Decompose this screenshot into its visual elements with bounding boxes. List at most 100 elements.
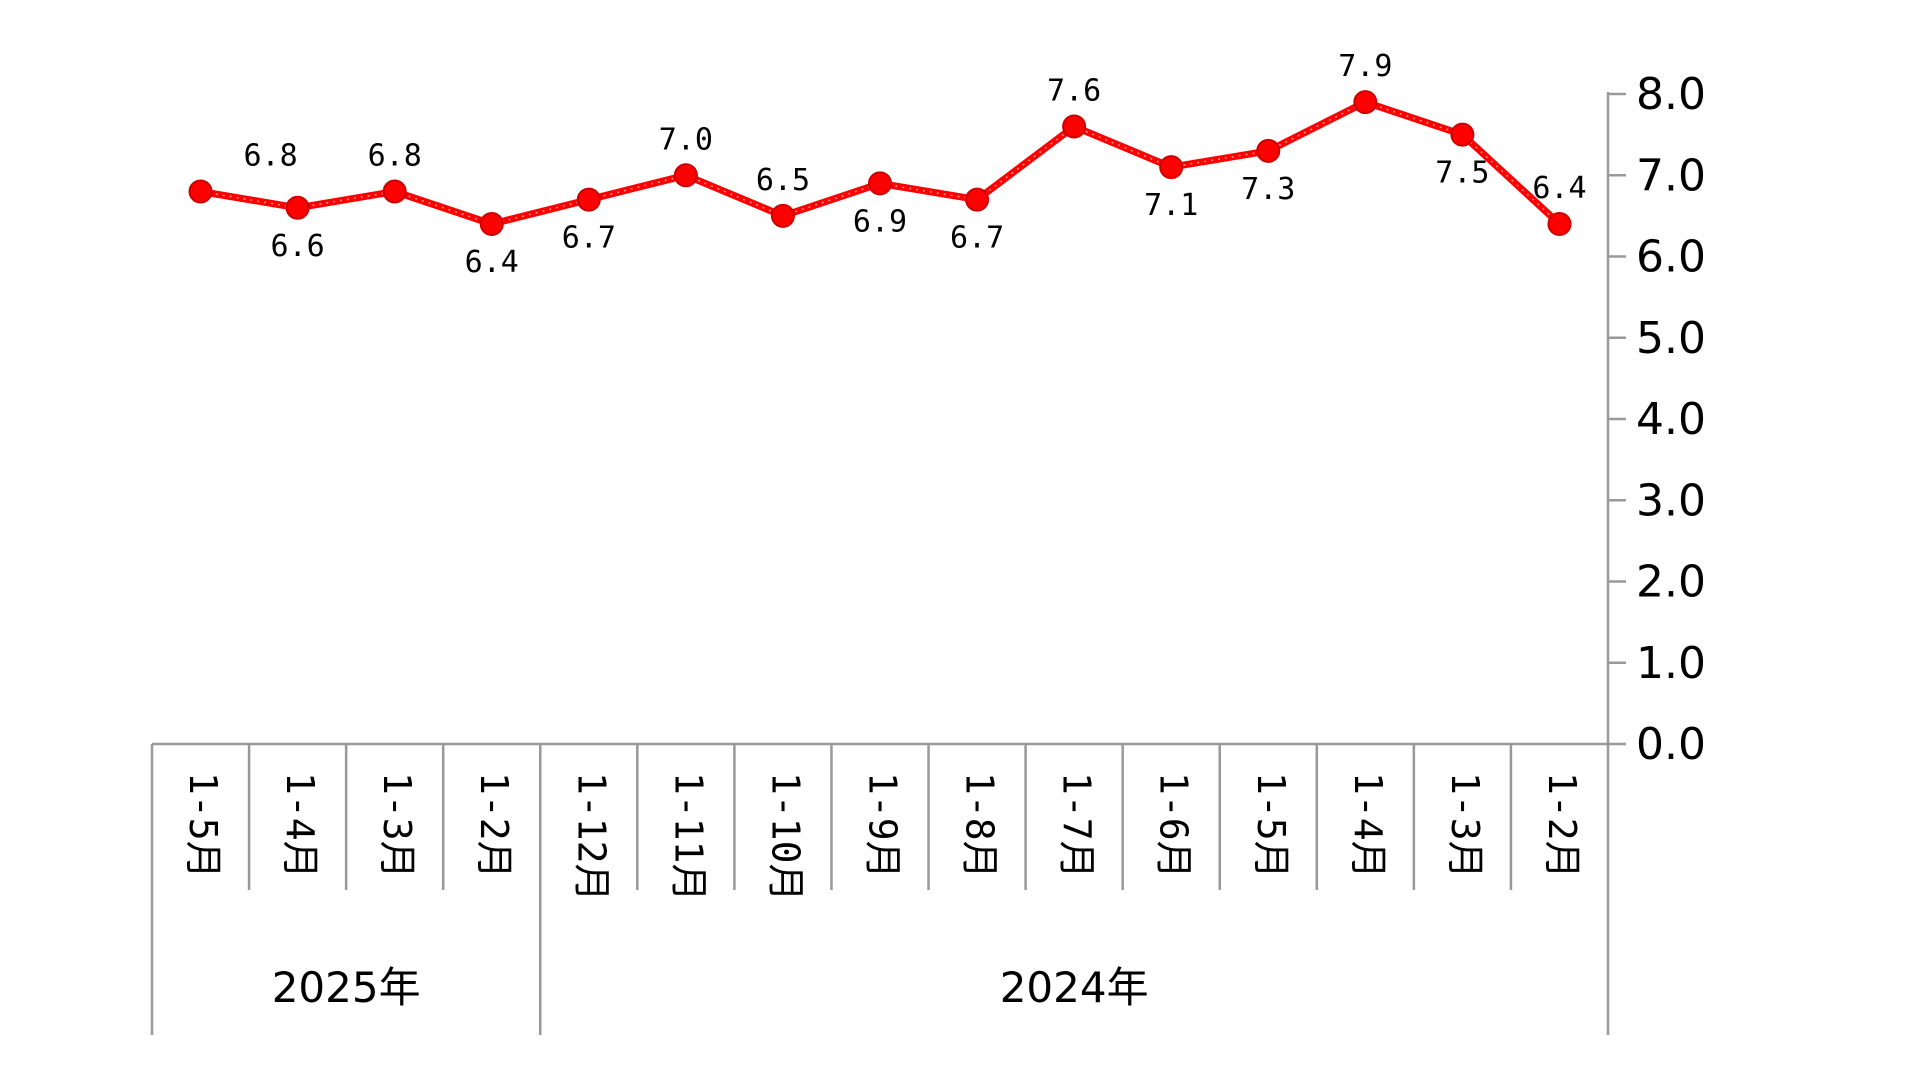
y-tick-label-group: 0.0 — [1636, 719, 1706, 770]
x-tick-label-group: 1-3月 — [375, 772, 419, 879]
label-layer: 0.0 1.0 2.0 3.0 4.0 5.0 6.0 7.0 8.0 1-2月 1-3月 1-4月 1… — [181, 49, 1706, 1012]
x-tick-label-group: 1-4月 — [1346, 772, 1390, 879]
group-label: 2025年 — [272, 963, 421, 1012]
y-tick-label: 1.0 — [1636, 638, 1706, 689]
data-label-group: 6.4 — [1532, 171, 1586, 206]
x-tick-label: 1-2月 — [1540, 772, 1584, 879]
data-label-group: 6.6 — [271, 229, 325, 264]
data-point — [188, 179, 213, 204]
data-label-group: 6.9 — [853, 204, 907, 239]
data-label: 6.4 — [1532, 171, 1586, 206]
data-point — [1159, 155, 1184, 180]
data-label-group: 7.3 — [1241, 172, 1295, 207]
x-tick-label: 1-11月 — [666, 772, 710, 902]
data-label: 6.7 — [950, 221, 1004, 256]
group-label-group: 2025年 — [272, 963, 421, 1012]
data-label: 6.5 — [756, 163, 810, 198]
x-tick-label: 1-3月 — [1443, 772, 1487, 879]
data-point — [868, 171, 892, 196]
data-point — [673, 163, 698, 188]
y-tick-label: 0.0 — [1636, 719, 1706, 770]
x-tick-label-group: 1-7月 — [1055, 772, 1099, 879]
group-label: 2024年 — [1000, 963, 1149, 1012]
x-tick-label: 1-9月 — [861, 772, 905, 879]
data-point — [479, 212, 504, 236]
data-point — [1256, 138, 1281, 163]
data-label: 7.6 — [1047, 74, 1101, 109]
data-label-group: 6.5 — [756, 163, 810, 198]
data-label: 7.1 — [1144, 188, 1198, 223]
axis-layer — [150, 92, 1626, 1035]
data-label: 7.9 — [1338, 49, 1392, 84]
data-label-group: 6.4 — [465, 245, 519, 280]
data-label: 7.0 — [659, 122, 713, 157]
y-tick-label-group: 8.0 — [1636, 69, 1706, 120]
data-label: 6.6 — [271, 229, 325, 264]
data-label: 6.7 — [562, 221, 616, 256]
x-tick-label: 1-3月 — [375, 772, 419, 879]
y-tick-label: 6.0 — [1636, 232, 1706, 283]
y-tick-label: 7.0 — [1636, 150, 1706, 201]
x-tick-label-group: 1-10月 — [763, 772, 807, 902]
data-label-group: 6.8 — [368, 139, 422, 174]
data-label: 7.5 — [1435, 156, 1489, 191]
x-tick-label: 1-4月 — [1346, 772, 1390, 879]
x-tick-label-group: 1-3月 — [1443, 772, 1487, 879]
data-label-group: 6.8 — [243, 139, 297, 174]
x-tick-label-group: 1-12月 — [569, 772, 613, 902]
y-tick-label: 5.0 — [1636, 313, 1706, 364]
y-tick-label-group: 5.0 — [1636, 313, 1706, 364]
x-tick-label-group: 1-11月 — [666, 772, 710, 902]
data-label: 6.4 — [465, 245, 519, 280]
data-label-group: 6.7 — [562, 221, 616, 256]
group-label-group: 2024年 — [1000, 963, 1149, 1012]
x-tick-label-group: 1-4月 — [278, 772, 322, 879]
data-label: 6.9 — [853, 204, 907, 239]
data-point — [285, 195, 310, 220]
x-tick-label: 1-10月 — [763, 772, 807, 902]
x-tick-label-group: 1-5月 — [1249, 772, 1293, 879]
y-tick-label-group: 1.0 — [1636, 638, 1706, 689]
data-point — [382, 179, 407, 204]
x-tick-label-group: 1-2月 — [472, 772, 516, 879]
x-tick-label-group: 1-5月 — [181, 772, 225, 879]
data-label-group: 7.1 — [1144, 188, 1198, 223]
data-point — [576, 187, 601, 212]
mirrored-chart-group: 0.0 1.0 2.0 3.0 4.0 5.0 6.0 7.0 8.0 1-2月 1-3月 1-4月 1… — [150, 49, 1706, 1035]
data-point — [770, 203, 795, 228]
data-label-group: 7.5 — [1435, 156, 1489, 191]
x-tick-label: 1-7月 — [1055, 772, 1099, 879]
y-tick-label-group: 3.0 — [1636, 475, 1706, 526]
x-tick-label: 1-5月 — [181, 772, 225, 879]
y-tick-label: 8.0 — [1636, 69, 1706, 120]
data-point — [1450, 122, 1475, 147]
x-tick-label: 1-4月 — [278, 772, 322, 879]
y-tick-label-group: 4.0 — [1636, 394, 1706, 445]
data-point — [1547, 212, 1572, 236]
y-tick-label-group: 6.0 — [1636, 232, 1706, 283]
data-label-group: 7.9 — [1338, 49, 1392, 84]
y-tick-label-group: 7.0 — [1636, 150, 1706, 201]
marker-layer — [188, 90, 1572, 236]
y-tick-label-group: 2.0 — [1636, 557, 1706, 608]
x-tick-label: 1-2月 — [472, 772, 516, 879]
x-tick-label-group: 1-9月 — [861, 772, 905, 879]
data-label-group: 7.0 — [659, 122, 713, 157]
y-tick-label: 4.0 — [1636, 394, 1706, 445]
data-label: 6.8 — [243, 139, 297, 174]
data-label-group: 6.7 — [950, 221, 1004, 256]
data-label-group: 7.6 — [1047, 74, 1101, 109]
data-point — [1353, 90, 1378, 115]
x-tick-label: 1-6月 — [1152, 772, 1196, 879]
x-tick-label: 1-8月 — [958, 772, 1002, 879]
x-tick-label: 1-12月 — [569, 772, 613, 902]
data-label: 6.8 — [368, 139, 422, 174]
data-point — [1062, 114, 1087, 139]
x-tick-label: 1-5月 — [1249, 772, 1293, 879]
data-point — [965, 187, 990, 212]
x-tick-label-group: 1-6月 — [1152, 772, 1196, 879]
y-tick-label: 3.0 — [1636, 475, 1706, 526]
x-tick-label-group: 1-2月 — [1540, 772, 1584, 879]
